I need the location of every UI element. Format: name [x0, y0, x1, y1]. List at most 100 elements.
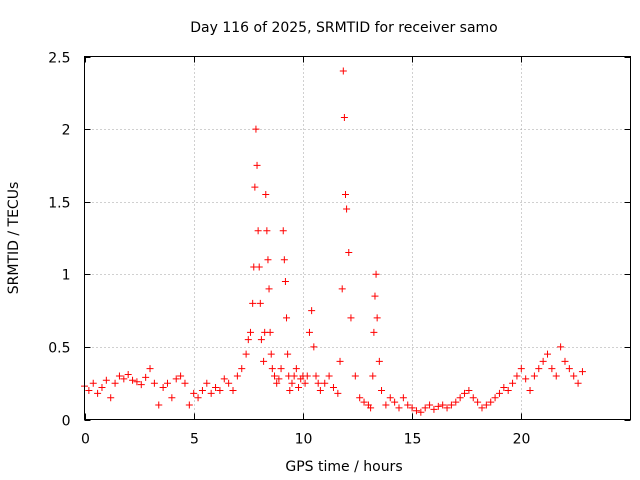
data-point	[369, 372, 377, 380]
data-point	[198, 386, 206, 394]
data-point	[351, 372, 359, 380]
data-point	[181, 379, 189, 387]
data-point	[504, 386, 512, 394]
data-point	[194, 394, 202, 402]
data-point	[292, 365, 300, 373]
data-point	[229, 386, 237, 394]
data-point	[439, 401, 447, 409]
data-point	[216, 386, 224, 394]
data-point	[535, 365, 543, 373]
data-point	[253, 161, 261, 169]
data-point	[561, 357, 569, 365]
data-point	[316, 386, 324, 394]
data-point	[212, 384, 220, 392]
data-point	[262, 190, 270, 198]
x-tick-label: 20	[513, 432, 531, 448]
data-point	[461, 389, 469, 397]
data-point	[417, 408, 425, 416]
data-point	[517, 365, 525, 373]
data-point	[290, 372, 298, 380]
data-point	[578, 368, 586, 376]
data-point	[526, 386, 534, 394]
x-axis-label: GPS time / hours	[285, 459, 402, 475]
data-point	[312, 372, 320, 380]
y-axis-label: SRMTID / TECUs	[6, 182, 22, 295]
y-tick-label: 2	[62, 123, 71, 139]
data-point	[277, 365, 285, 373]
y-tick-label: 1.5	[48, 196, 70, 212]
data-point	[301, 379, 309, 387]
data-point	[288, 379, 296, 387]
data-point	[482, 401, 490, 409]
data-point	[115, 372, 123, 380]
data-point	[370, 328, 378, 336]
data-point	[465, 386, 473, 394]
data-point	[421, 404, 429, 412]
data-point	[303, 372, 311, 380]
data-point	[338, 285, 346, 293]
data-point	[85, 386, 93, 394]
data-point	[264, 256, 272, 264]
data-point	[168, 394, 176, 402]
data-point	[225, 379, 233, 387]
axis-tick-labels: 0 5 10 15 20 0 0.5 1 1.5 2 2.5	[48, 51, 530, 448]
data-point	[434, 402, 442, 410]
data-point	[530, 372, 538, 380]
data-point	[544, 350, 552, 358]
data-point	[172, 375, 180, 383]
data-point	[249, 299, 257, 307]
data-point	[129, 376, 137, 384]
data-point	[102, 376, 110, 384]
data-point	[295, 384, 303, 392]
data-point	[256, 299, 264, 307]
data-point	[375, 357, 383, 365]
y-tick-label: 1	[62, 268, 71, 284]
data-point	[107, 394, 115, 402]
axis-ticks	[84, 56, 631, 421]
data-point	[255, 263, 263, 271]
data-point	[220, 375, 228, 383]
data-point	[404, 401, 412, 409]
plot-frame	[84, 56, 631, 420]
data-point	[207, 389, 215, 397]
data-point	[89, 379, 97, 387]
y-tick-label: 2.5	[48, 51, 70, 67]
data-point	[382, 401, 390, 409]
data-point	[257, 336, 265, 344]
data-point	[265, 285, 273, 293]
grid	[84, 56, 631, 420]
data-point	[430, 405, 438, 413]
data-point	[469, 394, 477, 402]
data-point	[386, 394, 394, 402]
data-point	[347, 314, 355, 322]
data-point	[452, 398, 460, 406]
data-point	[275, 375, 283, 383]
data-point	[254, 227, 262, 235]
data-point	[252, 125, 260, 133]
data-point	[373, 314, 381, 322]
data-point	[271, 372, 279, 380]
data-point	[146, 365, 154, 373]
data-point	[155, 401, 163, 409]
data-point	[539, 357, 547, 365]
data-point	[325, 372, 333, 380]
data-point	[281, 278, 289, 286]
data-point	[447, 401, 455, 409]
data-point	[329, 384, 337, 392]
data-point	[260, 357, 268, 365]
data-point	[341, 190, 349, 198]
data-point	[378, 386, 386, 394]
data-point	[267, 350, 275, 358]
data-point	[500, 384, 508, 392]
data-point	[185, 401, 193, 409]
data-point	[94, 389, 102, 397]
data-point	[308, 307, 316, 315]
data-point	[268, 365, 276, 373]
data-point	[177, 372, 185, 380]
data-point	[280, 256, 288, 264]
data-point	[150, 379, 158, 387]
data-point	[273, 379, 281, 387]
data-point	[399, 394, 407, 402]
data-point	[284, 350, 292, 358]
data-point	[334, 389, 342, 397]
